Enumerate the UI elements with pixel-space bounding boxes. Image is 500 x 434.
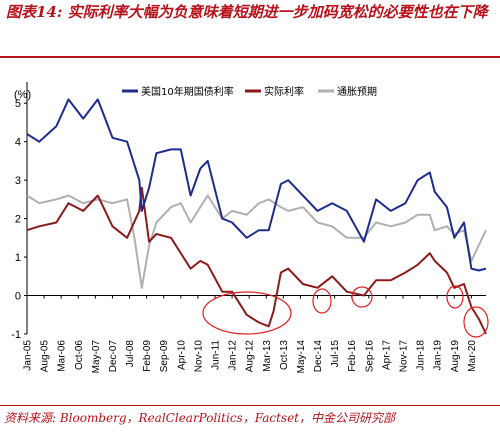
legend-label: 实际利率	[264, 85, 304, 98]
series-line-0	[26, 98, 487, 272]
x-tick-label: Feb-09	[142, 340, 153, 372]
series-line-1	[26, 186, 487, 335]
series-layer	[26, 98, 487, 335]
x-tick-label: Jan-05	[23, 340, 34, 371]
highlight-circle-2012-2013	[202, 291, 292, 335]
x-tick-label: May-14	[296, 340, 307, 374]
x-tick-label: Mar-20	[467, 340, 478, 372]
x-tick-label: Nov-10	[193, 340, 204, 373]
highlight-circle-2020	[463, 306, 489, 338]
y-axis: -1 0 1 2 3 4 5	[11, 82, 28, 341]
x-tick-label: Jun-18	[416, 340, 427, 371]
x-tick-label: Dec-07	[108, 340, 119, 373]
x-tick-label: May-07	[91, 340, 102, 374]
highlight-circle-2015	[312, 288, 332, 314]
x-tick-label: Apr-17	[381, 340, 392, 370]
x-tick-label: Jul-08	[125, 340, 136, 368]
x-tick-label: Jan-12	[228, 340, 239, 371]
source-note: 资料来源: Bloomberg，RealClearPolitics，Factse…	[4, 411, 396, 425]
highlight-circles	[202, 285, 489, 338]
x-tick-label: Sep-09	[159, 340, 170, 373]
y-tick-label: 2	[15, 214, 21, 226]
source-divider	[0, 405, 500, 406]
legend-label: 美国10年期国债利率	[141, 85, 234, 98]
legend-label: 通胀预期	[337, 86, 377, 98]
y-tick-label: -1	[11, 329, 21, 341]
title-divider	[0, 56, 500, 58]
y-tick-label: 1	[15, 252, 21, 264]
x-tick-label: Jan-19	[433, 340, 444, 371]
x-tick-label: Aug-05	[40, 340, 51, 373]
y-tick-label: 0	[15, 291, 21, 303]
x-tick-label: Jul-15	[330, 340, 341, 368]
highlight-circle-2016	[351, 286, 373, 308]
highlight-circle-2019	[446, 285, 464, 309]
x-tick-label: Oct-13	[279, 340, 290, 370]
y-tick-label: 4	[15, 137, 21, 149]
series-line-2	[26, 194, 487, 289]
x-tick-label: Oct-06	[74, 340, 85, 370]
legend: 美国10年期国债利率 实际利率 通胀预期	[122, 85, 377, 98]
chart-title: 图表14: 实际利率大幅为负意味着短期进一步加码宽松的必要性也在下降	[6, 3, 488, 21]
y-tick-label: 5	[15, 98, 21, 110]
x-tick-label: Mar-13	[262, 340, 273, 372]
y-tick-label: 3	[15, 175, 21, 187]
x-tick-label: Apr-10	[176, 340, 187, 370]
x-tick-label: Mar-06	[57, 340, 68, 372]
x-tick-label: Aug-12	[245, 340, 256, 373]
x-tick-label: Nov-17	[398, 340, 409, 373]
x-tick-label: Aug-19	[450, 340, 461, 373]
x-tick-label: Dec-14	[313, 340, 324, 373]
x-tick-label: Jun-11	[210, 340, 221, 370]
x-tick-label: Sep-16	[364, 340, 375, 373]
x-axis: Jan-05 Aug-05 Mar-06 Oct-06 May-07 Dec-07 Jul-…	[23, 295, 478, 374]
x-tick-label: Feb-16	[347, 340, 358, 372]
